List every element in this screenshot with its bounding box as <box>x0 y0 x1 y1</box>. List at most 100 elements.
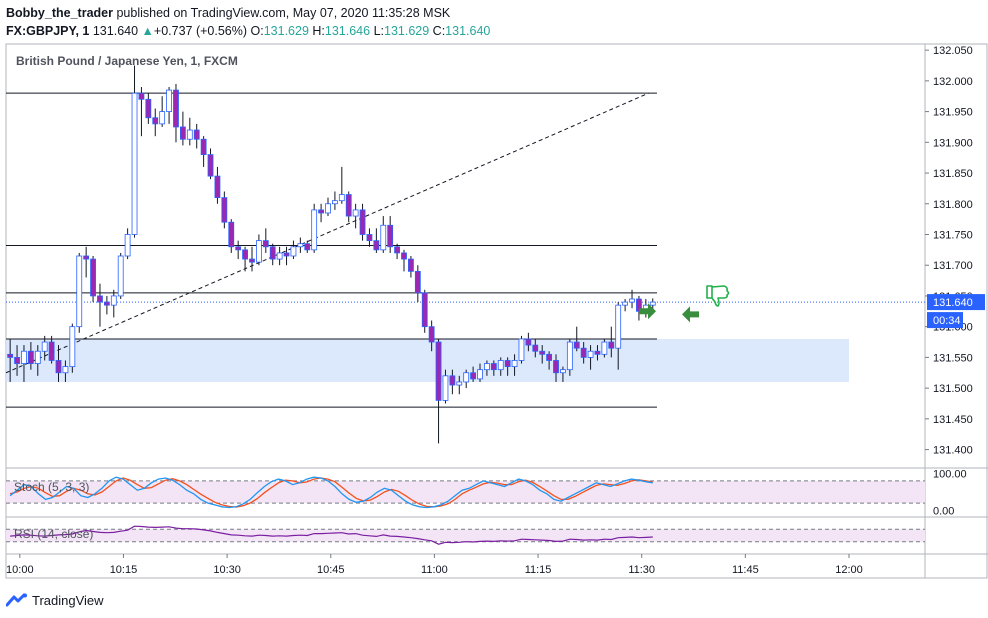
candle-body[interactable] <box>352 209 359 217</box>
candle-body[interactable] <box>428 326 435 343</box>
candle-body[interactable] <box>587 350 594 358</box>
candle-body[interactable] <box>69 326 76 368</box>
candle-body[interactable] <box>387 224 394 248</box>
candle-body[interactable] <box>55 360 62 374</box>
candle-body[interactable] <box>518 338 525 361</box>
candle-body[interactable] <box>48 341 55 361</box>
candle-body[interactable] <box>394 246 400 254</box>
candle-body[interactable] <box>594 350 601 355</box>
candle-body[interactable] <box>401 252 407 260</box>
candle-body[interactable] <box>380 224 387 251</box>
candle-body[interactable] <box>27 350 34 364</box>
candle-body[interactable] <box>318 209 324 214</box>
tradingview-logo-icon[interactable] <box>6 593 28 607</box>
candle-body[interactable] <box>221 197 228 223</box>
candle-body[interactable] <box>131 92 138 235</box>
candle-body[interactable] <box>560 369 566 374</box>
candle-body[interactable] <box>366 234 373 242</box>
candle-body[interactable] <box>76 255 83 328</box>
brand-name[interactable]: TradingView <box>32 592 104 608</box>
candle-body[interactable] <box>283 252 290 257</box>
candle-body[interactable] <box>186 129 193 140</box>
candle-body[interactable] <box>173 89 179 128</box>
candle-body[interactable] <box>255 240 262 263</box>
candle-body[interactable] <box>497 360 504 371</box>
candle-body[interactable] <box>649 301 656 306</box>
candle-body[interactable] <box>504 360 511 368</box>
candle-body[interactable] <box>249 258 255 263</box>
candle-body[interactable] <box>304 243 311 251</box>
candle-body[interactable] <box>470 372 477 380</box>
candle-body[interactable] <box>615 304 622 349</box>
arrow-right-icon[interactable] <box>639 303 656 320</box>
candle-body[interactable] <box>276 252 283 260</box>
candle-body[interactable] <box>145 98 152 119</box>
candle-body[interactable] <box>539 350 546 355</box>
candle-body[interactable] <box>41 341 48 352</box>
candle-body[interactable] <box>490 363 497 371</box>
candle-body[interactable] <box>332 200 338 205</box>
candle-body[interactable] <box>235 246 242 251</box>
candle-body[interactable] <box>62 366 69 374</box>
symbol-label[interactable]: FX:GBPJPY, 1 <box>6 24 90 38</box>
candle-body[interactable] <box>338 194 345 202</box>
trendline[interactable] <box>5 92 649 374</box>
candle-body[interactable] <box>152 117 159 125</box>
candle-body[interactable] <box>214 175 221 199</box>
candle-body[interactable] <box>200 138 207 156</box>
candle-body[interactable] <box>442 375 449 401</box>
candle-body[interactable] <box>269 246 276 260</box>
candle-body[interactable] <box>325 203 331 214</box>
candle-body[interactable] <box>408 258 414 272</box>
candle-body[interactable] <box>297 243 304 248</box>
arrow-left-icon[interactable] <box>682 306 699 323</box>
candle-body[interactable] <box>629 298 635 303</box>
candle-body[interactable] <box>622 301 629 306</box>
candle-body[interactable] <box>90 258 96 297</box>
candle-body[interactable] <box>228 221 235 248</box>
candle-body[interactable] <box>138 92 145 100</box>
candle-body[interactable] <box>207 154 214 177</box>
candle-body[interactable] <box>463 372 470 383</box>
candle-body[interactable] <box>83 255 90 260</box>
candle-body[interactable] <box>477 369 483 380</box>
candle-body[interactable] <box>262 240 269 248</box>
candle-body[interactable] <box>525 338 532 346</box>
candle-body[interactable] <box>553 360 559 374</box>
candle-body[interactable] <box>532 344 539 352</box>
candle-body[interactable] <box>546 353 553 361</box>
candle-body[interactable] <box>34 350 41 364</box>
candle-body[interactable] <box>414 270 421 294</box>
candle-body[interactable] <box>117 255 124 297</box>
candle-body[interactable] <box>110 295 117 306</box>
candle-body[interactable] <box>636 298 642 312</box>
candle-body[interactable] <box>290 246 297 257</box>
candle-body[interactable] <box>373 240 380 251</box>
candle-body[interactable] <box>159 111 166 125</box>
candle-body[interactable] <box>124 234 131 257</box>
candle-body[interactable] <box>456 381 463 386</box>
candle-body[interactable] <box>242 249 248 260</box>
candle-body[interactable] <box>608 341 615 349</box>
candle-body[interactable] <box>21 350 27 364</box>
candle-body[interactable] <box>345 194 352 217</box>
candle-body[interactable] <box>7 353 14 358</box>
candle-body[interactable] <box>97 295 103 303</box>
candle-body[interactable] <box>580 347 587 358</box>
thumbs-down-icon[interactable] <box>706 285 730 307</box>
candle-body[interactable] <box>193 129 200 140</box>
author-name[interactable]: Bobby_the_trader <box>6 6 113 20</box>
candle-body[interactable] <box>435 341 442 401</box>
candle-body[interactable] <box>601 341 608 355</box>
candle-body[interactable] <box>166 89 172 112</box>
candle-body[interactable] <box>311 209 318 251</box>
candle-body[interactable] <box>484 363 490 371</box>
candle-body[interactable] <box>573 341 580 349</box>
candle-body[interactable] <box>511 360 518 368</box>
candle-body[interactable] <box>359 209 366 235</box>
candle-body[interactable] <box>103 301 110 306</box>
candle-body[interactable] <box>421 292 428 328</box>
candle-body[interactable] <box>14 356 20 364</box>
candle-body[interactable] <box>566 341 573 371</box>
